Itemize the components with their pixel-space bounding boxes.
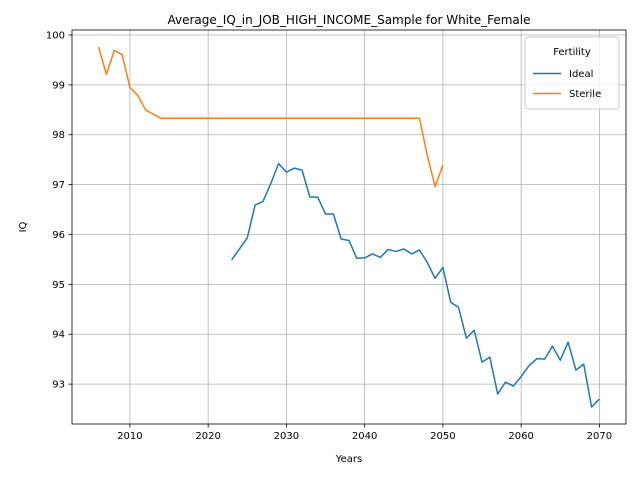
legend: Fertility Ideal Sterile [524, 36, 620, 110]
x-tick-label: 2060 [508, 431, 533, 442]
x-tick-label: 2040 [352, 431, 377, 442]
y-tick-label: 99 [52, 80, 65, 91]
y-axis-ticks: 93 94 95 96 97 98 99 100 [46, 30, 72, 391]
series-lines [97, 46, 600, 408]
x-tick-label: 2020 [195, 431, 220, 442]
x-tick-label: 2070 [587, 431, 612, 442]
legend-label-sterile: Sterile [569, 89, 601, 100]
x-tick-label: 2010 [117, 431, 142, 442]
legend-box [524, 36, 620, 110]
legend-items: Ideal Sterile [533, 69, 601, 100]
x-axis-ticks: 2010 2020 2030 2040 2050 2060 2070 [117, 424, 612, 442]
legend-title: Fertility [553, 47, 591, 58]
legend-label-ideal: Ideal [569, 69, 593, 80]
chart-title: Average_IQ_in_JOB_HIGH_INCOME_Sample for… [168, 13, 531, 27]
y-tick-label: 100 [46, 30, 65, 41]
x-tick-label: 2050 [430, 431, 455, 442]
y-tick-label: 94 [52, 330, 65, 341]
x-axis-title: Years [335, 454, 362, 465]
x-tick-label: 2030 [274, 431, 299, 442]
y-tick-label: 95 [52, 280, 65, 291]
series-line-sterile [97, 46, 444, 188]
plot-frame [71, 29, 627, 425]
y-tick-label: 98 [52, 130, 65, 141]
series-line-ideal [231, 162, 600, 408]
y-tick-label: 93 [52, 380, 65, 391]
y-tick-label: 96 [52, 230, 65, 241]
grid [72, 30, 626, 424]
y-axis-title: IQ [18, 221, 29, 232]
y-tick-label: 97 [52, 180, 65, 191]
